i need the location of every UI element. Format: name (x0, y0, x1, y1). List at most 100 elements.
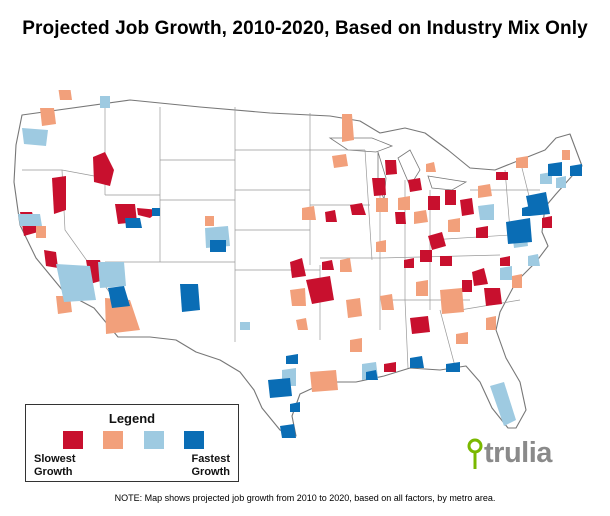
metro-slowest (410, 316, 430, 334)
metro-slow (205, 216, 214, 226)
metro-slowest (44, 250, 58, 268)
metro-slowest (428, 196, 440, 210)
metro-fastest (180, 284, 200, 312)
metro-fast (500, 266, 512, 280)
metro-slowest (395, 212, 406, 224)
metro-slowest (372, 178, 386, 196)
metro-slowest (385, 160, 397, 175)
metro-slow (40, 108, 56, 126)
metro-slowest (462, 280, 472, 292)
swatch-slow (103, 431, 123, 449)
metro-slow (346, 298, 362, 318)
metro-fastest (125, 218, 142, 228)
metro-slowest (440, 256, 452, 266)
footnote: NOTE: Map shows projected job growth fro… (114, 493, 496, 503)
map-pin-icon (467, 438, 483, 469)
metro-slowest (476, 226, 488, 238)
metro-slow (448, 218, 460, 232)
metro-slow (512, 274, 522, 288)
swatch-fastest (184, 431, 204, 449)
metro-slow (290, 288, 306, 306)
metro-slowest (404, 258, 414, 268)
metro-slowest (93, 152, 114, 186)
metro-slow (426, 162, 436, 172)
metro-slowest (325, 210, 337, 222)
metro-fastest (548, 162, 562, 176)
metro-slow (36, 226, 46, 238)
legend-title: Legend (108, 411, 156, 426)
metro-fast (100, 96, 110, 108)
metro-slow (516, 156, 528, 168)
metro-slowest (445, 190, 456, 205)
metro-fastest (152, 208, 160, 216)
legend-low-line-1: Slowest (34, 453, 76, 465)
metro-fastest (108, 286, 130, 308)
brand-logo: trulia (466, 436, 556, 472)
metro-slowest (542, 216, 552, 228)
metro-slowest (428, 232, 446, 250)
metro-fastest (506, 218, 532, 244)
metro-slow (342, 114, 354, 142)
swatch-slowest (63, 431, 83, 449)
map-title: Projected Job Growth, 2010-2020, Based o… (22, 18, 588, 39)
metro-fast (478, 204, 494, 220)
metro-slowest (460, 198, 474, 216)
metro-fastest (268, 378, 292, 398)
metro-fast (490, 382, 516, 426)
metro-fast (56, 264, 96, 302)
class-slowest (20, 152, 552, 372)
metro-slow (456, 332, 468, 344)
metro-slowest (472, 268, 488, 286)
metro-fastest (410, 356, 424, 368)
metro-slow (416, 280, 428, 296)
metro-slow (486, 316, 496, 330)
class-fastest (108, 162, 582, 438)
metro-fast (98, 262, 126, 288)
metro-slow (376, 198, 388, 212)
metro-fastest (446, 362, 460, 372)
state-borders (22, 102, 540, 371)
metro-slow (296, 318, 308, 330)
metro-slow (380, 294, 394, 310)
metro-fast (240, 322, 250, 330)
metro-fast (528, 254, 540, 266)
metro-slowest (484, 288, 502, 306)
metro-slowest (52, 176, 66, 214)
legend-high-label: Fastest Growth (191, 453, 230, 479)
metro-slow (398, 196, 410, 210)
metro-slowest (384, 362, 396, 372)
brand-name: trulia (484, 437, 552, 469)
metro-fastest (522, 206, 530, 216)
metro-fast (18, 214, 42, 226)
metro-slowest (322, 260, 334, 270)
us-map (13, 90, 583, 438)
metro-slow (58, 90, 72, 100)
metro-slowest (408, 178, 422, 192)
metro-slow (350, 338, 362, 352)
metro-slow (332, 154, 348, 168)
metro-fastest (526, 192, 550, 216)
metro-slowest (500, 256, 510, 266)
metro-slow (414, 210, 428, 224)
metro-fast (22, 128, 48, 146)
legend-low-label: Slowest Growth (34, 453, 76, 479)
legend-low-line-2: Growth (34, 466, 73, 478)
metro-fastest (280, 424, 296, 438)
metro-slow (376, 240, 386, 252)
legend: Legend Slowest Growth Fastest Growth (25, 404, 239, 482)
metro-slow (340, 258, 352, 272)
metro-slowest (420, 250, 432, 262)
metro-slow (478, 184, 492, 198)
metro-fastest (286, 354, 298, 364)
metro-slowest (496, 172, 508, 180)
metro-slowest (350, 203, 366, 215)
metro-slow (562, 150, 570, 160)
metro-fastest (570, 164, 582, 176)
metro-slowest (290, 258, 306, 278)
legend-high-line-1: Fastest (191, 453, 230, 465)
metro-fastest (210, 240, 226, 252)
legend-high-line-2: Growth (191, 466, 231, 478)
metro-slow (310, 370, 338, 392)
metro-slowest (306, 276, 334, 304)
metro-fastest (290, 402, 300, 412)
